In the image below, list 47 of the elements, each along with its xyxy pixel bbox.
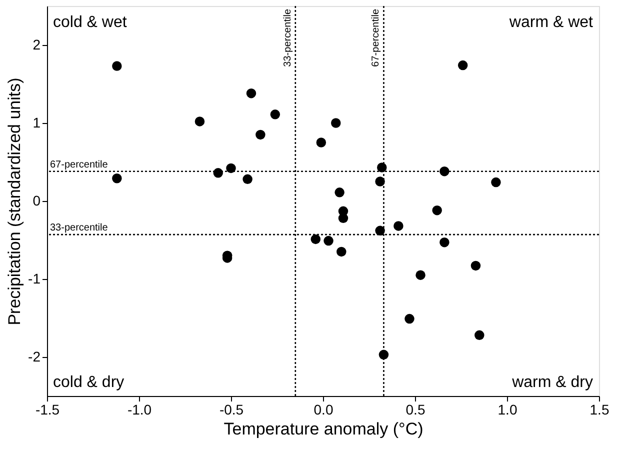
x-tick-label: 1.5 — [590, 402, 610, 418]
y-tick-label: -2 — [28, 348, 41, 364]
point — [112, 61, 122, 71]
point — [324, 236, 334, 246]
point — [270, 110, 280, 120]
point — [404, 314, 414, 324]
point — [375, 176, 385, 186]
annotation: warm & wet — [508, 14, 594, 31]
y-tick-label: 0 — [32, 192, 41, 208]
point — [458, 60, 468, 70]
point — [394, 221, 404, 231]
point — [474, 330, 484, 340]
point — [310, 234, 321, 244]
x-tick-label: -1.5 — [35, 402, 60, 418]
point — [336, 246, 346, 257]
annotation: cold & dry — [53, 374, 124, 391]
point — [226, 163, 236, 174]
point — [334, 188, 344, 198]
ref-line-label: 67-percentile — [370, 8, 382, 67]
x-tick-label: 0.5 — [406, 402, 426, 418]
y-tick-label: 2 — [32, 36, 41, 52]
point — [242, 174, 252, 184]
x-tick-label: 1.0 — [498, 402, 518, 418]
point — [256, 130, 266, 140]
x-tick-label: -1.0 — [127, 402, 152, 418]
annotation: cold & wet — [53, 14, 128, 31]
y-axis-title: Precipitation (standardized units) — [5, 78, 24, 326]
point — [470, 260, 481, 271]
point — [112, 174, 122, 184]
annotation: warm & dry — [511, 374, 593, 391]
y-tick-label: 1 — [32, 114, 41, 130]
x-tick-label: 0.0 — [314, 402, 334, 418]
ref-line-label: 33-percentile — [50, 222, 108, 234]
point — [432, 205, 442, 216]
x-axis-title: Temperature anomaly (°C) — [224, 420, 424, 438]
point — [194, 116, 205, 126]
point — [338, 213, 348, 224]
ref-line-label: 33-percentile — [282, 8, 294, 67]
point — [246, 88, 256, 98]
point — [331, 118, 341, 128]
ref-line-label: 67-percentile — [50, 159, 108, 170]
point — [416, 270, 426, 280]
point — [491, 177, 501, 188]
point — [316, 138, 326, 148]
y-tick-label: -1 — [28, 270, 41, 286]
point — [440, 237, 450, 248]
x-tick-label: -0.5 — [219, 402, 244, 418]
